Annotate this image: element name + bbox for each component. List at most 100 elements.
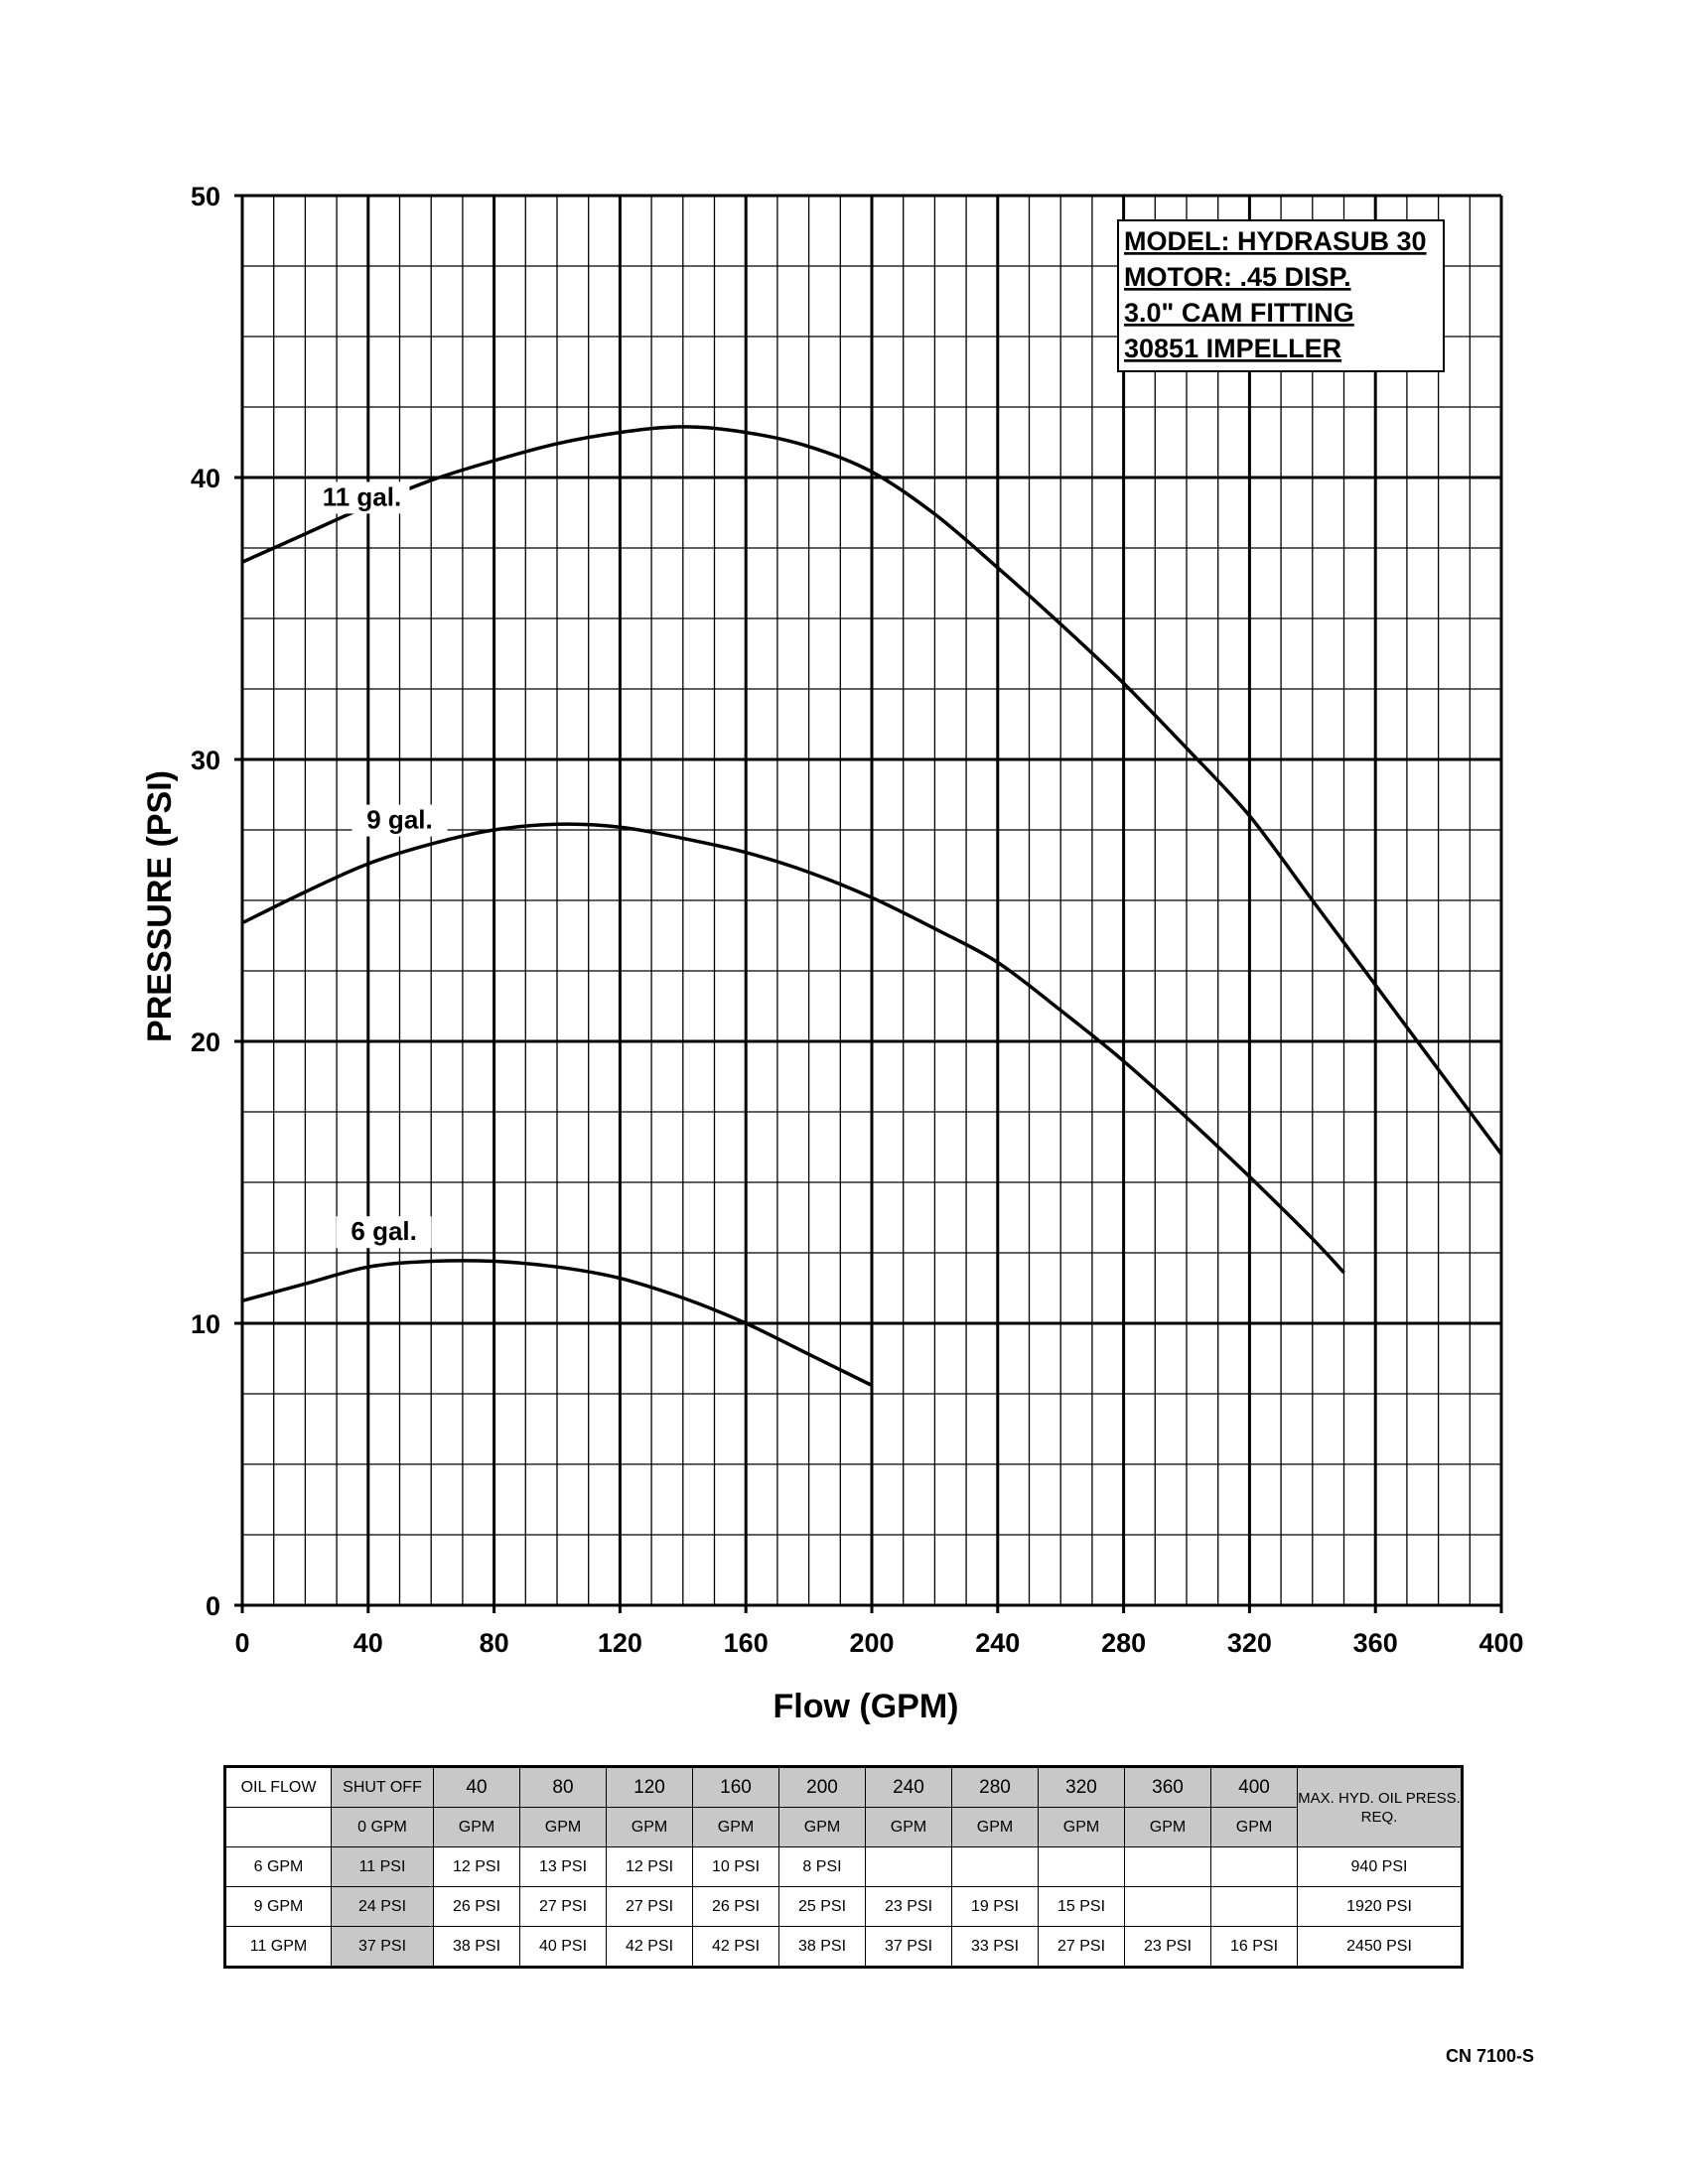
- model-line-3: 3.0" CAM FITTING: [1124, 298, 1354, 328]
- table-cell: [951, 1846, 1039, 1887]
- flow-col-header: 80: [519, 1766, 607, 1808]
- flow-col-header: 400: [1210, 1766, 1298, 1808]
- x-tick-label: 160: [724, 1628, 769, 1658]
- table-row: 11 GPM 37 PSI 38 PSI 40 PSI 42 PSI 42 PS…: [224, 1926, 1463, 1968]
- table-cell: 19 PSI: [951, 1886, 1039, 1927]
- shutoff-cell: 11 PSI: [331, 1846, 434, 1887]
- table-cell: 27 PSI: [1038, 1926, 1125, 1968]
- flow-col-header: 40: [433, 1766, 520, 1808]
- table-cell: 33 PSI: [951, 1926, 1039, 1968]
- flow-col-header: 280: [951, 1766, 1039, 1808]
- row-label: 9 GPM: [224, 1886, 332, 1927]
- oil-flow-header-blank: [224, 1807, 332, 1847]
- flow-unit-header: GPM: [692, 1807, 779, 1847]
- table-cell: 23 PSI: [865, 1886, 952, 1927]
- x-tick-label: 400: [1478, 1628, 1523, 1658]
- flow-unit-header: GPM: [1210, 1807, 1298, 1847]
- table-header-row-1: OIL FLOW SHUT OFF 40 80 120 160 200 240 …: [224, 1766, 1463, 1847]
- x-tick-label: 40: [353, 1628, 383, 1658]
- table-cell: 12 PSI: [606, 1846, 693, 1887]
- y-tick-label: 40: [191, 464, 220, 493]
- table-cell: 26 PSI: [692, 1886, 779, 1927]
- x-tick-label: 0: [234, 1628, 249, 1658]
- model-line-2: MOTOR: .45 DISP.: [1124, 262, 1351, 292]
- x-tick-label: 120: [598, 1628, 642, 1658]
- table-cell: 26 PSI: [433, 1886, 520, 1927]
- table-cell: [1038, 1846, 1125, 1887]
- table-cell: 38 PSI: [778, 1926, 866, 1968]
- row-label: 11 GPM: [224, 1926, 332, 1968]
- row-label: 6 GPM: [224, 1846, 332, 1887]
- y-tick-label: 20: [191, 1027, 220, 1057]
- table-cell: [1210, 1886, 1298, 1927]
- axis-tick-labels: 0 40 80 120 160 200 240 280 320 360 400 0 10 20 30 40 50: [191, 182, 1524, 1658]
- table-row: 6 GPM 11 PSI 12 PSI 13 PSI 12 PSI 10 PSI…: [224, 1846, 1463, 1887]
- x-tick-label: 280: [1101, 1628, 1146, 1658]
- flow-unit-header: GPM: [1038, 1807, 1125, 1847]
- flow-unit-header: GPM: [865, 1807, 952, 1847]
- x-tick-label: 200: [849, 1628, 894, 1658]
- model-info-box: MODEL: HYDRASUB 30 MOTOR: .45 DISP. 3.0"…: [1117, 219, 1445, 372]
- y-axis-title: PRESSURE (PSI): [141, 770, 179, 1042]
- flow-col-header: 120: [606, 1766, 693, 1808]
- series-label-backing: [352, 804, 448, 837]
- max-pressure-header: MAX. HYD. OIL PRESS. REQ.: [1297, 1766, 1463, 1847]
- x-tick-label: 360: [1353, 1628, 1398, 1658]
- shutoff-cell: 37 PSI: [331, 1926, 434, 1968]
- table-cell: 16 PSI: [1210, 1926, 1298, 1968]
- flow-col-header: 320: [1038, 1766, 1125, 1808]
- table-header-row-2: 0 GPM GPM GPM GPM GPM GPM GPM GPM GPM GP…: [224, 1807, 1463, 1847]
- y-tick-label: 50: [191, 182, 220, 211]
- x-tick-label: 240: [975, 1628, 1020, 1658]
- flow-unit-header: GPM: [519, 1807, 607, 1847]
- minor-gridlines: [242, 196, 1501, 1605]
- y-tick-label: 30: [191, 746, 220, 775]
- table-cell: 25 PSI: [778, 1886, 866, 1927]
- table-cell: 42 PSI: [692, 1926, 779, 1968]
- series-label-backing: [336, 1216, 432, 1249]
- y-tick-label: 10: [191, 1309, 220, 1339]
- major-gridlines: [234, 194, 1503, 1613]
- table-row: 9 GPM 24 PSI 26 PSI 27 PSI 27 PSI 26 PSI…: [224, 1886, 1463, 1927]
- shutoff-header: SHUT OFF: [331, 1766, 434, 1808]
- oil-flow-header: OIL FLOW: [224, 1766, 332, 1808]
- series-labels: 11 gal. 9 gal. 6 gal.: [314, 481, 448, 1249]
- table-cell: 23 PSI: [1124, 1926, 1211, 1968]
- table-cell: 8 PSI: [778, 1846, 866, 1887]
- table-cell: [1210, 1846, 1298, 1887]
- series-label: 9 gal.: [366, 805, 432, 835]
- table-cell: 12 PSI: [433, 1846, 520, 1887]
- performance-table: OIL FLOW SHUT OFF 40 80 120 160 200 240 …: [223, 1765, 1464, 1969]
- flow-unit-header: GPM: [1124, 1807, 1211, 1847]
- flow-col-header: 200: [778, 1766, 866, 1808]
- series-line: [241, 1259, 873, 1388]
- x-axis-title: Flow (GPM): [774, 1688, 959, 1725]
- x-tick-label: 80: [480, 1628, 509, 1658]
- table-cell: 37 PSI: [865, 1926, 952, 1968]
- flow-col-header: 240: [865, 1766, 952, 1808]
- table-cell: [1124, 1846, 1211, 1887]
- series-line: [241, 822, 1345, 1275]
- table-cell: 27 PSI: [519, 1886, 607, 1927]
- max-pressure-cell: 1920 PSI: [1297, 1886, 1463, 1927]
- series-label: 11 gal.: [323, 481, 402, 511]
- model-line-1: MODEL: HYDRASUB 30: [1124, 226, 1427, 256]
- max-pressure-cell: 2450 PSI: [1297, 1926, 1463, 1968]
- table-cell: 15 PSI: [1038, 1886, 1125, 1927]
- shutoff-subheader: 0 GPM: [331, 1807, 434, 1847]
- model-line-4: 30851 IMPELLER: [1124, 334, 1341, 363]
- table-cell: 10 PSI: [692, 1846, 779, 1887]
- flow-unit-header: GPM: [778, 1807, 866, 1847]
- table-cell: 42 PSI: [606, 1926, 693, 1968]
- table-cell: [1124, 1886, 1211, 1927]
- table-cell: 27 PSI: [606, 1886, 693, 1927]
- max-pressure-cell: 940 PSI: [1297, 1846, 1463, 1887]
- flow-unit-header: GPM: [433, 1807, 520, 1847]
- series-line: [241, 425, 1503, 1156]
- shutoff-cell: 24 PSI: [331, 1886, 434, 1927]
- y-tick-label: 0: [206, 1591, 220, 1621]
- document-code: CN 7100-S: [1446, 2046, 1535, 2066]
- table-cell: 13 PSI: [519, 1846, 607, 1887]
- flow-col-header: 360: [1124, 1766, 1211, 1808]
